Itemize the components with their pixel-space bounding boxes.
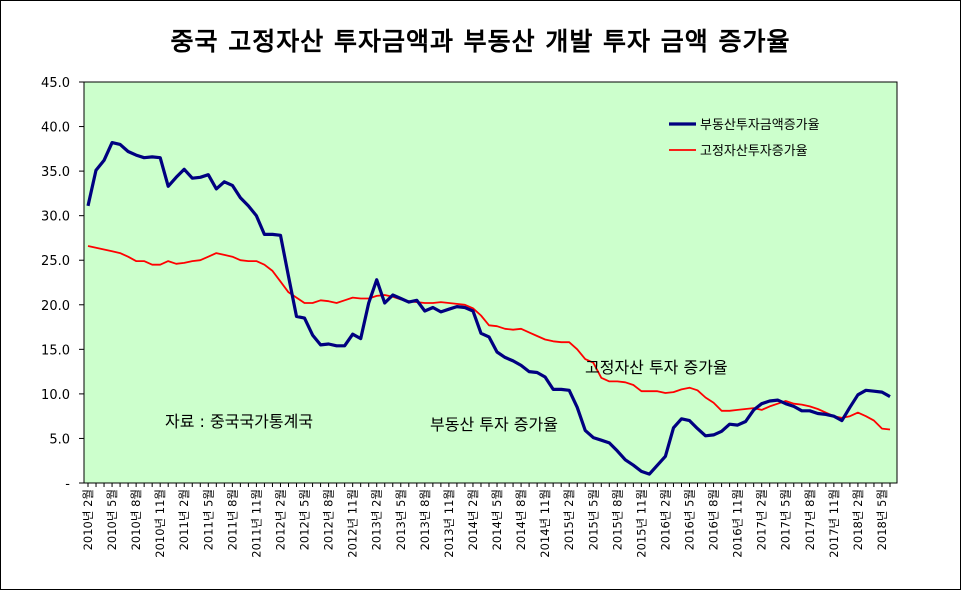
source-annotation: 자료 : 중국국가통계국 (165, 412, 313, 431)
x-tick-label: 2017년 8월 (803, 489, 817, 550)
x-tick-label: 2012년 2월 (273, 489, 287, 550)
x-tick-label: 2010년 11월 (153, 489, 167, 558)
x-tick-label: 2015년 8월 (610, 489, 624, 550)
x-tick-label: 2017년 5월 (779, 489, 793, 550)
x-tick-label: 2015년 2월 (562, 489, 576, 550)
x-tick-label: 2014년 5월 (490, 489, 504, 550)
x-tick-label: 2012년 11월 (346, 489, 360, 558)
x-tick-label: 2016년 11월 (731, 489, 745, 558)
real-estate-annotation: 부동산 투자 증가율 (430, 415, 558, 434)
x-tick-label: 2013년 11월 (442, 489, 456, 558)
legend: 부동산투자금액증가율 고정자산투자증가율 (669, 118, 820, 159)
y-tick-label: 30.0 (41, 210, 70, 225)
y-tick-label: 35.0 (41, 165, 70, 180)
x-tick-label: 2010년 8월 (129, 489, 143, 550)
x-tick-label: 2014년 8월 (514, 489, 528, 550)
y-tick-label: 40.0 (41, 121, 70, 136)
x-tick-label: 2011년 2월 (177, 489, 191, 550)
series-lines (86, 141, 891, 476)
y-tick-label: 10.0 (41, 388, 70, 403)
x-tick-label: 2010년 2월 (81, 489, 95, 550)
y-tick-label: 15.0 (41, 343, 70, 358)
legend-label-fixed-asset: 고정자산투자증가율 (700, 144, 808, 159)
y-tick-label: 25.0 (41, 254, 70, 269)
plot-area (83, 81, 898, 484)
legend-label-real-estate: 부동산투자금액증가율 (700, 118, 820, 133)
x-tick-label: 2015년 5월 (586, 489, 600, 550)
x-tick-label: 2018년 5월 (875, 489, 889, 550)
x-tick-label: 2017년 11월 (827, 489, 841, 558)
x-tick-label: 2012년 5월 (298, 489, 312, 550)
x-tick-label: 2013년 2월 (370, 489, 384, 550)
y-tick-label: 45.0 (41, 76, 70, 91)
x-tick-label: 2010년 5월 (105, 489, 119, 550)
x-tick-label: 2016년 5월 (683, 489, 697, 550)
fixed-asset-annotation: 고정자산 투자 증가율 (585, 358, 728, 377)
y-axis: 45.0 40.0 35.0 30.0 25.0 20.0 15.0 10.0 5.0 - (41, 76, 84, 492)
x-tick-label: 2015년 11월 (634, 489, 648, 558)
y-tick-label: 20.0 (41, 299, 70, 314)
x-tick-label: 2011년 5월 (201, 489, 215, 550)
x-tick-label: 2016년 8월 (707, 489, 721, 550)
x-tick-label: 2016년 2월 (658, 489, 672, 550)
chart-title: 중국 고정자산 투자금액과 부동산 개발 투자 금액 증가율 (170, 27, 791, 56)
series-line-real-estate (86, 141, 891, 476)
x-axis: 2010년 2월 2010년 5월 2010년 8월 2010년 11월 2011년 2… (81, 483, 891, 558)
x-tick-label: 2013년 5월 (394, 489, 408, 550)
y-tick-label: 5.0 (49, 432, 70, 447)
x-tick-label: 2014년 2월 (466, 489, 480, 550)
x-tick-label: 2013년 8월 (418, 489, 432, 550)
x-tick-label: 2011년 11월 (249, 489, 263, 558)
x-tick-label: 2017년 2월 (755, 489, 769, 550)
x-tick-label: 2011년 8월 (225, 489, 239, 550)
y-tick-label: - (65, 477, 70, 492)
x-tick-label: 2012년 8월 (322, 489, 336, 550)
x-tick-label: 2018년 2월 (851, 489, 865, 550)
x-tick-label: 2014년 11월 (538, 489, 552, 558)
